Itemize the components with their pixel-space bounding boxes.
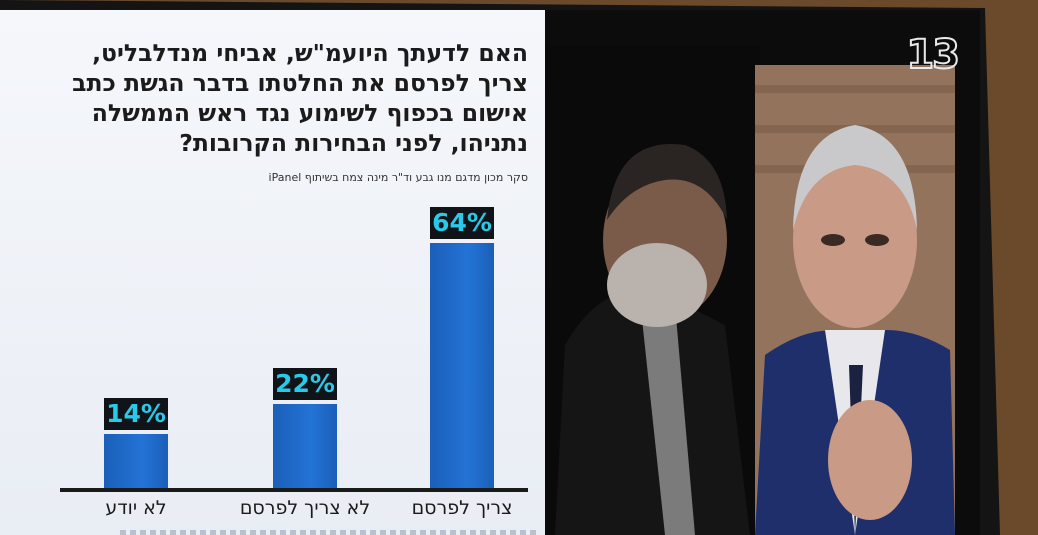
chart-baseline <box>60 488 528 492</box>
bar-value-label-2: 22% <box>273 368 337 400</box>
tv-screen: האם לדעתך היועמ"ש, אביחי מנדלבליט, צריך … <box>0 10 980 535</box>
bar-value-label-1: 14% <box>104 398 168 430</box>
photo-panel: 13 <box>545 10 980 535</box>
poll-question: האם לדעתך היועמ"ש, אביחי מנדלבליט, צריך … <box>72 39 528 157</box>
channel-13-logo: 13 <box>905 31 961 79</box>
poll-source: סקר מכון מדגם מנו גבע וד"ר מינה צמח בשית… <box>268 171 528 184</box>
category-label-3: צריך לפרסם <box>411 497 513 519</box>
poll-panel: האם לדעתך היועמ"ש, אביחי מנדלבליט, צריך … <box>0 10 545 535</box>
bar-2 <box>273 404 337 488</box>
netanyahu-photo <box>755 65 955 535</box>
bar-3 <box>430 243 494 488</box>
bar-1 <box>104 434 168 488</box>
category-label-1: לא יודע <box>105 497 167 519</box>
category-label-2: לא צריך לפרסם <box>239 497 371 519</box>
mandelblit-photo <box>545 45 760 535</box>
bottom-ticker <box>120 530 540 535</box>
bar-value-label-3: 64% <box>430 207 494 239</box>
